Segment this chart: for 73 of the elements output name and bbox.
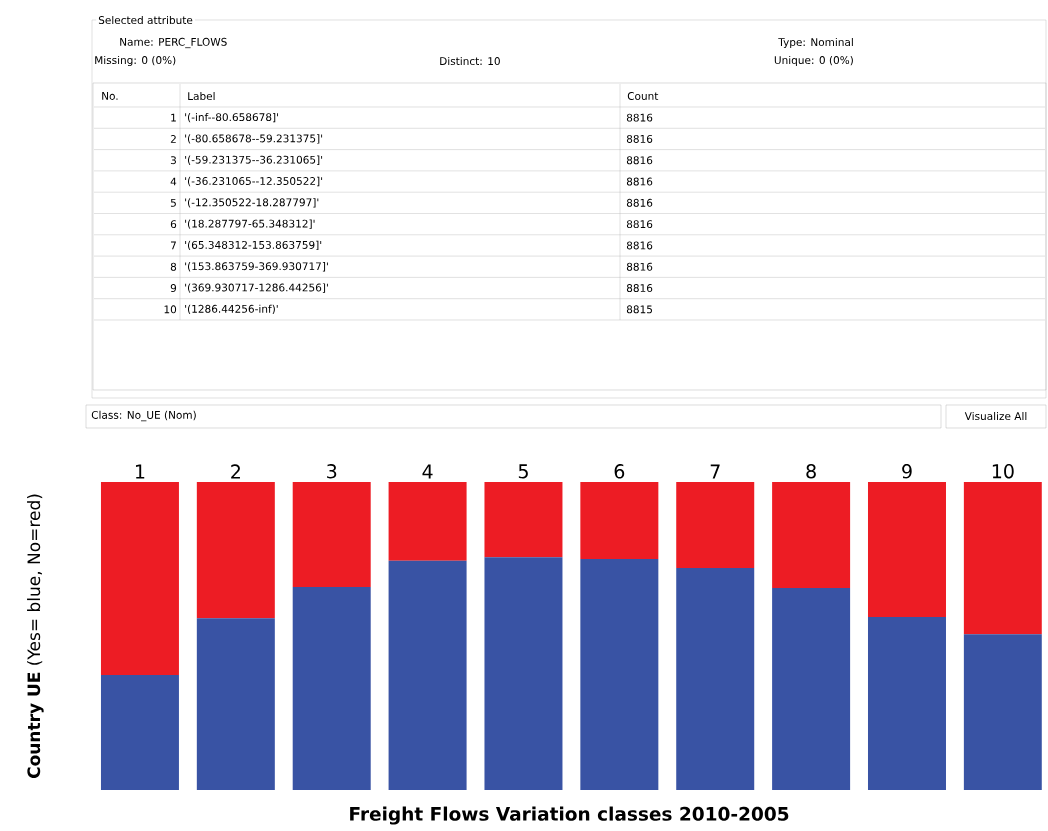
y-tick-label: 1 (171, 113, 176, 122)
text: Visualize All (964, 411, 1027, 421)
y2-tick-label: '(-36.231065--12.350522]' (185, 176, 323, 187)
y-tick-label: 4 (170, 177, 177, 186)
y2-tick-label: '(65.348312-153.863759]' (185, 240, 322, 251)
data-label: 8816 (626, 241, 653, 250)
x-tick-label: 8 (806, 464, 816, 479)
x-tick-label: 9 (902, 464, 912, 479)
y2-tick-label: '(1286.44256-inf)' (185, 304, 278, 315)
bar (580, 482, 659, 559)
y2-tick-label: '(-12.350522-18.287797]' (185, 198, 319, 208)
bar (772, 587, 851, 790)
y-tick-label: 8 (170, 262, 177, 271)
x-tick-label: 3 (327, 464, 337, 479)
x-tick-label: 1 (135, 464, 145, 479)
text: Type: Nominal (778, 37, 853, 49)
y-tick-label: 10 (164, 305, 177, 314)
bar (100, 675, 179, 790)
x-tick-label: 4 (422, 464, 433, 479)
text: Name: PERC_FLOWS (120, 37, 227, 49)
text: Class: No_UE (Nom) (91, 410, 196, 422)
x-tick-label: 2 (231, 464, 240, 479)
bar (196, 618, 275, 790)
chart-title: Selected attribute (98, 15, 193, 25)
bar (388, 560, 467, 790)
bar (772, 482, 851, 588)
y-tick-label: 2 (170, 135, 176, 143)
y2-tick-label: '(18.287797-65.348312]' (185, 219, 315, 229)
annotation: Label (188, 91, 215, 101)
y-axis-title: Country UE (Yes= blue, No=red) (27, 494, 44, 779)
y2-tick-label: '(369.930717-1286.44256]' (185, 283, 328, 293)
data-label: 8815 (626, 305, 652, 314)
x-tick-label: Count (627, 92, 659, 100)
text: Missing: 0 (0%) (95, 55, 176, 67)
data-label: 8816 (626, 134, 653, 143)
bar (196, 482, 275, 619)
y2-tick-label: '(-80.658678--59.231375]' (185, 134, 323, 144)
bar (963, 634, 1042, 790)
x-tick-label: 7 (710, 464, 720, 479)
bar (580, 559, 659, 790)
bar (100, 482, 179, 676)
y2-tick-label: '(153.863759-369.930717]' (185, 262, 328, 272)
text: Distinct: 10 (440, 56, 500, 66)
y2-tick-label: '(-inf--80.658678]' (185, 112, 279, 123)
x-axis-title: Freight Flows Variation classes 2010-2005 (350, 806, 789, 825)
y2-tick-label: '(-59.231375--36.231065]' (185, 155, 323, 165)
text: Unique: 0 (0%) (774, 55, 853, 67)
y-tick-label: 3 (170, 156, 176, 165)
data-label: 8816 (626, 177, 653, 186)
y-tick-label: 9 (170, 284, 177, 293)
data-label: 8816 (626, 262, 653, 271)
bar (484, 482, 563, 558)
bar (388, 482, 467, 561)
bar (867, 616, 946, 790)
data-label: 8816 (626, 156, 653, 165)
bar (676, 482, 755, 568)
bar (867, 482, 946, 617)
x-tick-label: 5 (518, 464, 528, 479)
data-label: 8816 (626, 220, 653, 229)
y-tick-label: 5 (170, 198, 176, 207)
bar (484, 557, 563, 790)
data-label: 8816 (626, 198, 653, 207)
data-label: 8816 (626, 284, 653, 293)
x-tick-label: 6 (614, 464, 625, 479)
bar (292, 587, 371, 790)
y-tick-label: 7 (170, 241, 176, 250)
annotation: No. (102, 92, 118, 100)
bar (676, 567, 755, 790)
data-label: 8816 (626, 113, 653, 122)
x-tick-label: 10 (992, 464, 1014, 479)
y-tick-label: 6 (170, 220, 177, 229)
bar (292, 482, 371, 588)
bar (963, 482, 1042, 635)
